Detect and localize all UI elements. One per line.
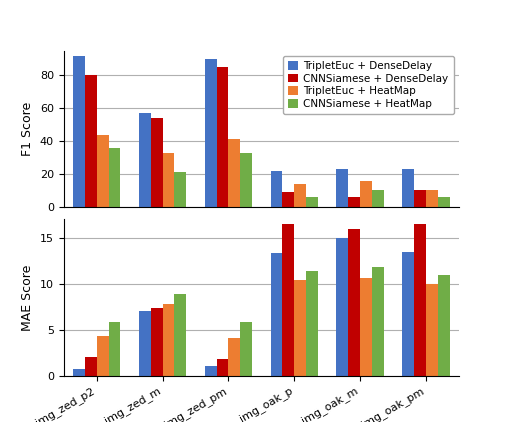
Bar <box>204 59 216 207</box>
Bar <box>73 56 84 207</box>
Bar <box>216 359 228 376</box>
Y-axis label: MAE Score: MAE Score <box>21 264 35 331</box>
Bar <box>73 369 84 376</box>
Bar <box>305 271 318 376</box>
Bar <box>402 252 413 376</box>
Bar <box>359 181 371 207</box>
Bar <box>282 224 294 376</box>
Bar <box>294 280 305 376</box>
Bar <box>240 153 251 207</box>
Bar <box>151 118 162 207</box>
Bar <box>413 190 425 207</box>
Bar <box>294 184 305 207</box>
Bar <box>336 169 348 207</box>
Bar <box>305 197 318 207</box>
Bar <box>151 308 162 376</box>
Bar <box>413 224 425 376</box>
Bar <box>437 276 449 376</box>
Bar <box>97 135 108 207</box>
Bar <box>425 190 437 207</box>
Bar <box>108 322 120 376</box>
Legend: TripletEuc + DenseDelay, CNNSiamese + DenseDelay, TripletEuc + HeatMap, CNNSiame: TripletEuc + DenseDelay, CNNSiamese + De… <box>282 56 453 114</box>
Bar <box>371 267 383 376</box>
Bar <box>84 357 97 376</box>
Bar <box>162 304 174 376</box>
Bar <box>425 284 437 376</box>
Bar <box>270 253 282 376</box>
Bar <box>216 67 228 207</box>
Bar <box>138 311 151 376</box>
Bar <box>270 170 282 207</box>
Bar <box>97 336 108 376</box>
Bar <box>108 148 120 207</box>
Bar <box>371 190 383 207</box>
Bar <box>282 192 294 207</box>
Bar <box>228 338 240 376</box>
Bar <box>402 169 413 207</box>
Bar <box>437 197 449 207</box>
Bar <box>204 366 216 376</box>
Bar <box>348 229 359 376</box>
Y-axis label: F1 Score: F1 Score <box>21 102 34 156</box>
Bar <box>174 294 186 376</box>
Bar <box>359 278 371 376</box>
Bar <box>228 139 240 207</box>
Bar <box>174 172 186 207</box>
Bar <box>162 153 174 207</box>
Bar <box>240 322 251 376</box>
Bar <box>348 197 359 207</box>
Bar <box>84 75 97 207</box>
Bar <box>336 238 348 376</box>
Bar <box>138 113 151 207</box>
